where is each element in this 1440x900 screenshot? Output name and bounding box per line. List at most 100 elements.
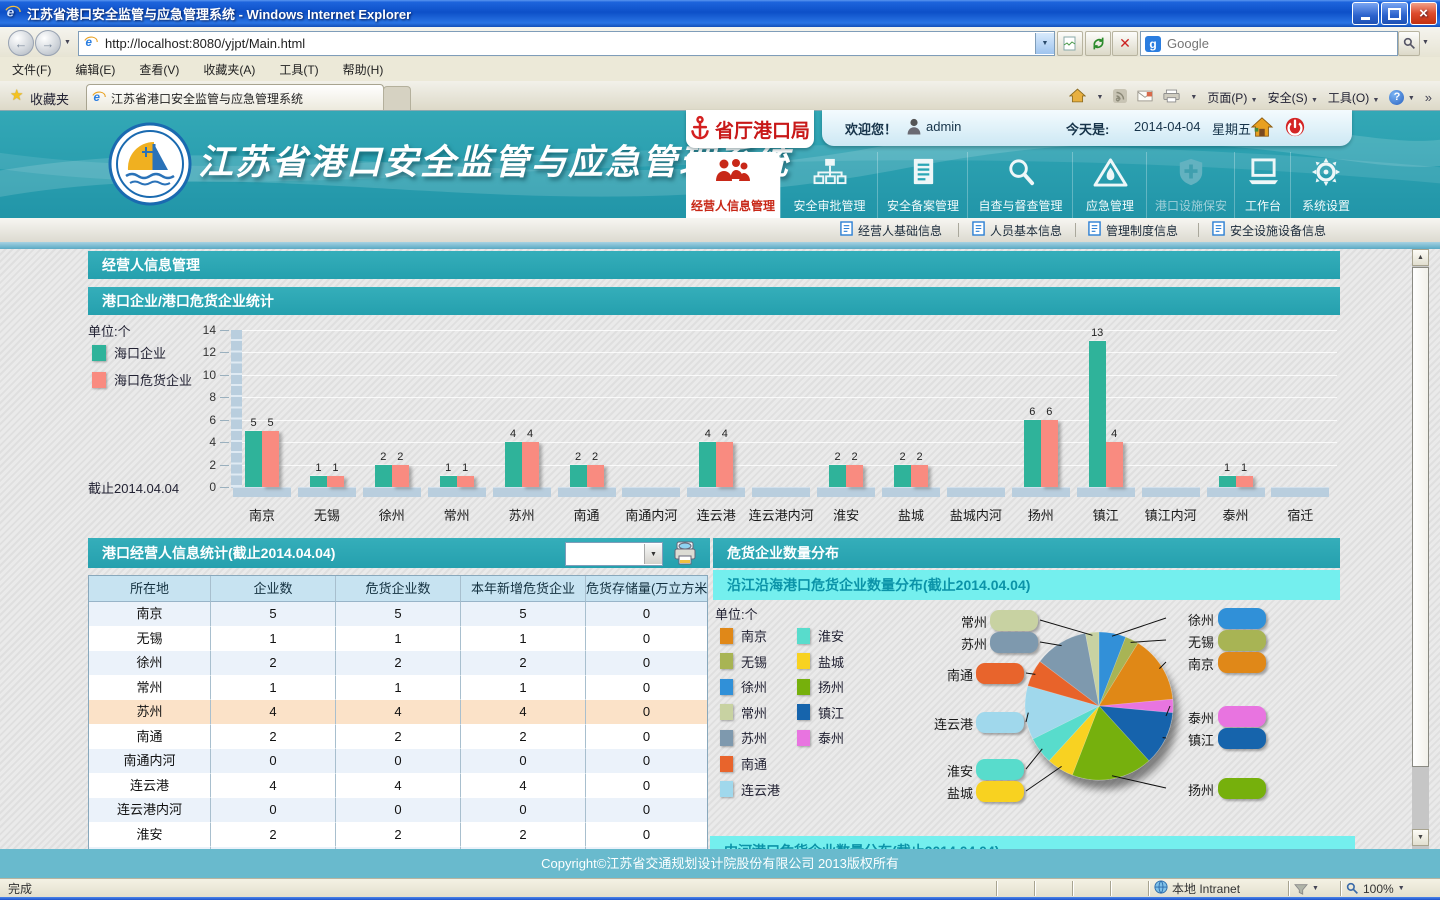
favorites-star-icon[interactable]: ★	[10, 87, 24, 104]
table-row-连云港内河[interactable]: 连云港内河 0 0 0 0	[89, 798, 707, 823]
y-tick-mark	[220, 397, 229, 399]
menu-help[interactable]: 帮助(H)	[342, 62, 384, 77]
bar-海口危货企业-苏州	[521, 442, 539, 487]
table-row-无锡[interactable]: 无锡 1 1 1 0	[89, 626, 707, 651]
legend-label: 苏州	[741, 731, 768, 747]
table-print-icon[interactable]	[672, 540, 698, 569]
compatibility-view-button[interactable]	[1057, 31, 1083, 56]
back-button[interactable]: ←	[8, 30, 34, 56]
search-button[interactable]	[1398, 31, 1420, 56]
document-icon	[878, 152, 968, 197]
nav-item-3[interactable]: 自查与督查管理	[967, 152, 1073, 218]
refresh-button[interactable]	[1085, 31, 1111, 56]
cell-value: 2	[336, 822, 461, 847]
bar-chart-title-bar: 港口企业/港口危货企业统计	[88, 287, 1340, 315]
legend-label: 南京	[741, 629, 768, 644]
bar-海口危货企业-镇江	[1105, 442, 1123, 487]
menu-edit[interactable]: 编辑(E)	[75, 62, 116, 77]
favorites-label[interactable]: 收藏夹	[30, 92, 70, 107]
subnav-item-operator-basic-info[interactable]: 经营人基础信息	[840, 221, 942, 239]
search-box[interactable]: g	[1140, 31, 1398, 56]
subnav-item-safety-equipment-info[interactable]: 安全设施设备信息	[1212, 221, 1326, 239]
home-icon[interactable]	[1069, 88, 1087, 106]
table-row-淮安[interactable]: 淮安 2 2 2 0	[89, 822, 707, 847]
url-input[interactable]	[103, 35, 1035, 52]
subnav-item-mgmt-system-info[interactable]: 管理制度信息	[1088, 221, 1178, 239]
table-row-苏州[interactable]: 苏州 4 4 4 0	[89, 700, 707, 725]
rss-icon[interactable]	[1113, 88, 1128, 106]
bar-海口危货企业-淮安	[846, 464, 864, 487]
browser-tab[interactable]: e 江苏省港口安全监管与应急管理系统	[86, 84, 384, 111]
bar-海口危货企业-南京	[262, 430, 279, 487]
x-axis-platform	[1011, 487, 1070, 497]
chevron-down-icon[interactable]: ▼	[644, 544, 662, 564]
close-button[interactable]: ×	[1410, 2, 1437, 25]
x-category-label: 泰州	[1222, 508, 1249, 523]
page-menu[interactable]: 页面(P) ▼	[1207, 90, 1258, 105]
nav-item-2[interactable]: 安全备案管理	[877, 152, 968, 218]
bar-value-label: 1	[315, 461, 322, 474]
table-row-常州[interactable]: 常州 1 1 1 0	[89, 675, 707, 700]
cell-value: 0	[461, 749, 586, 774]
status-filter-cell[interactable]: ▼	[1288, 881, 1340, 896]
cell-value: 5	[336, 602, 461, 627]
url-dropdown-button[interactable]: ▼	[1035, 33, 1054, 54]
nav-item-7[interactable]: 系统设置	[1290, 152, 1361, 218]
mail-icon[interactable]	[1137, 90, 1153, 105]
app-logo	[108, 122, 192, 209]
portal-home-icon[interactable]	[1250, 116, 1274, 141]
menu-file[interactable]: 文件(F)	[12, 62, 52, 77]
restore-button[interactable]	[1381, 2, 1408, 25]
search-input[interactable]	[1165, 35, 1397, 52]
nav-item-0[interactable]: 经营人信息管理	[686, 152, 780, 218]
table-row-南通[interactable]: 南通 2 2 2 0	[89, 724, 707, 749]
table-row-徐州[interactable]: 徐州 2 2 2 0	[89, 651, 707, 676]
history-dropdown-icon[interactable]: ▼	[64, 39, 71, 46]
nav-item-label: 安全审批管理	[793, 199, 866, 213]
help-icon[interactable]: ? ▼	[1389, 89, 1415, 105]
pie-callout-label-泰州: 泰州	[1187, 711, 1214, 726]
y-tick-mark	[220, 330, 229, 332]
table-row-南京[interactable]: 南京 5 5 5 0	[89, 602, 707, 627]
minimize-button[interactable]	[1352, 2, 1379, 25]
subnav-item-personnel-info[interactable]: 人员基本信息	[972, 221, 1062, 239]
vertical-scrollbar[interactable]: ▲ ▼	[1412, 249, 1429, 849]
scrollbar-thumb[interactable]	[1412, 267, 1429, 767]
print-icon[interactable]	[1163, 89, 1180, 106]
bar-value-label: 5	[250, 416, 257, 429]
home-dropdown-icon[interactable]: ▼	[1096, 93, 1104, 101]
title-bar: e 江苏省港口安全监管与应急管理系统 - Windows Internet Ex…	[0, 0, 1440, 27]
pie-callout-label-徐州: 徐州	[1187, 613, 1214, 628]
address-field[interactable]: e ▼	[78, 31, 1055, 56]
legend-swatch	[720, 729, 733, 746]
search-dropdown-icon[interactable]: ▼	[1422, 39, 1429, 46]
nav-item-5[interactable]: 港口设施保安	[1146, 152, 1235, 218]
pie-callout-chip-常州	[990, 610, 1038, 631]
scroll-up-icon[interactable]: ▲	[1412, 249, 1429, 266]
toolbar-overflow-icon[interactable]: »	[1424, 89, 1432, 105]
safety-menu[interactable]: 安全(S) ▼	[1267, 90, 1318, 105]
legend-swatch	[720, 781, 733, 798]
pie-callout-chip-南京	[1218, 652, 1266, 673]
menu-tools[interactable]: 工具(T)	[279, 62, 319, 77]
nav-item-1[interactable]: 安全审批管理	[780, 152, 878, 218]
table-filter-dropdown[interactable]: ▼	[565, 542, 663, 566]
nav-item-label: 安全备案管理	[886, 199, 959, 213]
status-zoom-cell[interactable]: 100% ▼	[1340, 881, 1428, 896]
svg-text:e: e	[94, 90, 101, 103]
tools-menu[interactable]: 工具(O) ▼	[1327, 90, 1380, 105]
stop-button[interactable]: ✕	[1112, 31, 1138, 56]
scroll-down-icon[interactable]: ▼	[1412, 829, 1429, 846]
menu-favorites[interactable]: 收藏夹(A)	[203, 62, 256, 77]
nav-item-4[interactable]: 应急管理	[1072, 152, 1147, 218]
table-row-南通内河[interactable]: 南通内河 0 0 0 0	[89, 749, 707, 774]
print-dropdown-icon[interactable]: ▼	[1190, 93, 1198, 101]
logout-power-icon[interactable]	[1284, 116, 1306, 141]
nav-item-6[interactable]: 工作台	[1234, 152, 1291, 218]
new-tab-stub[interactable]	[383, 86, 411, 111]
x-category-label: 镇江	[1092, 508, 1119, 523]
menu-view[interactable]: 查看(V)	[139, 62, 180, 77]
forward-button[interactable]: →	[35, 30, 61, 56]
table-row-连云港[interactable]: 连云港 4 4 4 0	[89, 773, 707, 798]
legend-label: 扬州	[818, 680, 845, 696]
